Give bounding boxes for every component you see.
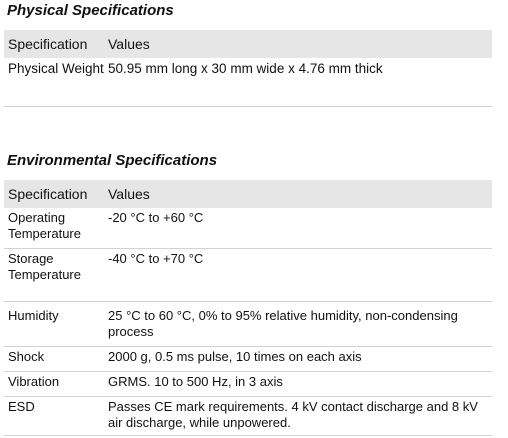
column-header-specification: Specification (4, 30, 104, 58)
table-row: Storage Temperature -40 °C to +70 °C (4, 248, 492, 302)
table-row: Vibration GRMS. 10 to 500 Hz, in 3 axis (4, 371, 492, 397)
environmental-specs-title: Environmental Specifications (7, 152, 218, 169)
spec-value: Passes CE mark requirements. 4 kV contac… (104, 396, 492, 436)
spec-value: 2000 g, 0.5 ms pulse, 10 times on each a… (104, 346, 492, 372)
table-header-row: Specification Values (4, 180, 492, 208)
spec-name: ESD (4, 396, 104, 436)
spec-value: 25 °C to 60 °C, 0% to 95% relative humid… (104, 301, 492, 347)
column-header-values: Values (104, 30, 492, 58)
spec-name: Humidity (4, 301, 104, 347)
spec-name: Shock (4, 346, 104, 372)
spec-value: 50.95 mm long x 30 mm wide x 4.76 mm thi… (104, 58, 492, 107)
column-header-values: Values (104, 180, 492, 208)
spec-name: Storage Temperature (4, 248, 104, 302)
spec-value: -20 °C to +60 °C (104, 208, 492, 249)
table-row: Operating Temperature -20 °C to +60 °C (4, 208, 492, 249)
environmental-specs-table: Specification Values Operating Temperatu… (4, 180, 492, 436)
spec-name: Vibration (4, 371, 104, 397)
physical-specs-title: Physical Specifications (7, 2, 174, 19)
spec-name: Operating Temperature (4, 208, 104, 249)
table-row: Physical Weight 50.95 mm long x 30 mm wi… (4, 58, 492, 107)
spec-name: Physical Weight (4, 58, 104, 107)
column-header-specification: Specification (4, 180, 104, 208)
spec-value: -40 °C to +70 °C (104, 248, 492, 302)
table-row: Humidity 25 °C to 60 °C, 0% to 95% relat… (4, 301, 492, 347)
spec-value: GRMS. 10 to 500 Hz, in 3 axis (104, 371, 492, 397)
table-header-row: Specification Values (4, 30, 492, 58)
table-row: ESD Passes CE mark requirements. 4 kV co… (4, 396, 492, 436)
table-row: Shock 2000 g, 0.5 ms pulse, 10 times on … (4, 346, 492, 372)
physical-specs-table: Specification Values Physical Weight 50.… (4, 30, 492, 107)
